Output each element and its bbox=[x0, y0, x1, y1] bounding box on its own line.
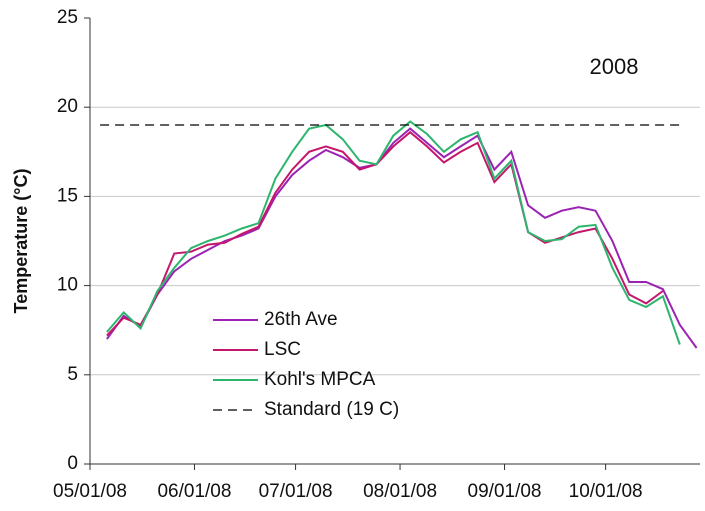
x-tick-label: 05/01/08 bbox=[53, 481, 127, 502]
annotation: 2008 bbox=[590, 54, 639, 79]
series-line bbox=[106, 127, 698, 349]
y-axis-label: Temperature (°C) bbox=[11, 169, 31, 314]
y-tick-label: 0 bbox=[67, 453, 78, 474]
y-tick-label: 10 bbox=[57, 275, 78, 296]
legend-label: Standard (19 C) bbox=[264, 399, 399, 420]
y-tick-label: 5 bbox=[67, 364, 78, 385]
y-tick-label: 25 bbox=[57, 7, 78, 28]
series-line bbox=[106, 120, 681, 345]
x-tick-label: 07/01/08 bbox=[259, 481, 333, 502]
legend-label: 26th Ave bbox=[264, 309, 338, 330]
series-line bbox=[106, 130, 664, 337]
x-tick-label: 08/01/08 bbox=[363, 481, 437, 502]
y-tick-label: 15 bbox=[57, 185, 78, 206]
x-tick-label: 09/01/08 bbox=[468, 481, 542, 502]
legend-label: LSC bbox=[264, 339, 301, 360]
legend-label: Kohl's MPCA bbox=[264, 369, 376, 390]
x-tick-label: 06/01/08 bbox=[157, 481, 231, 502]
y-tick-label: 20 bbox=[57, 96, 78, 117]
x-tick-label: 10/01/08 bbox=[569, 481, 643, 502]
